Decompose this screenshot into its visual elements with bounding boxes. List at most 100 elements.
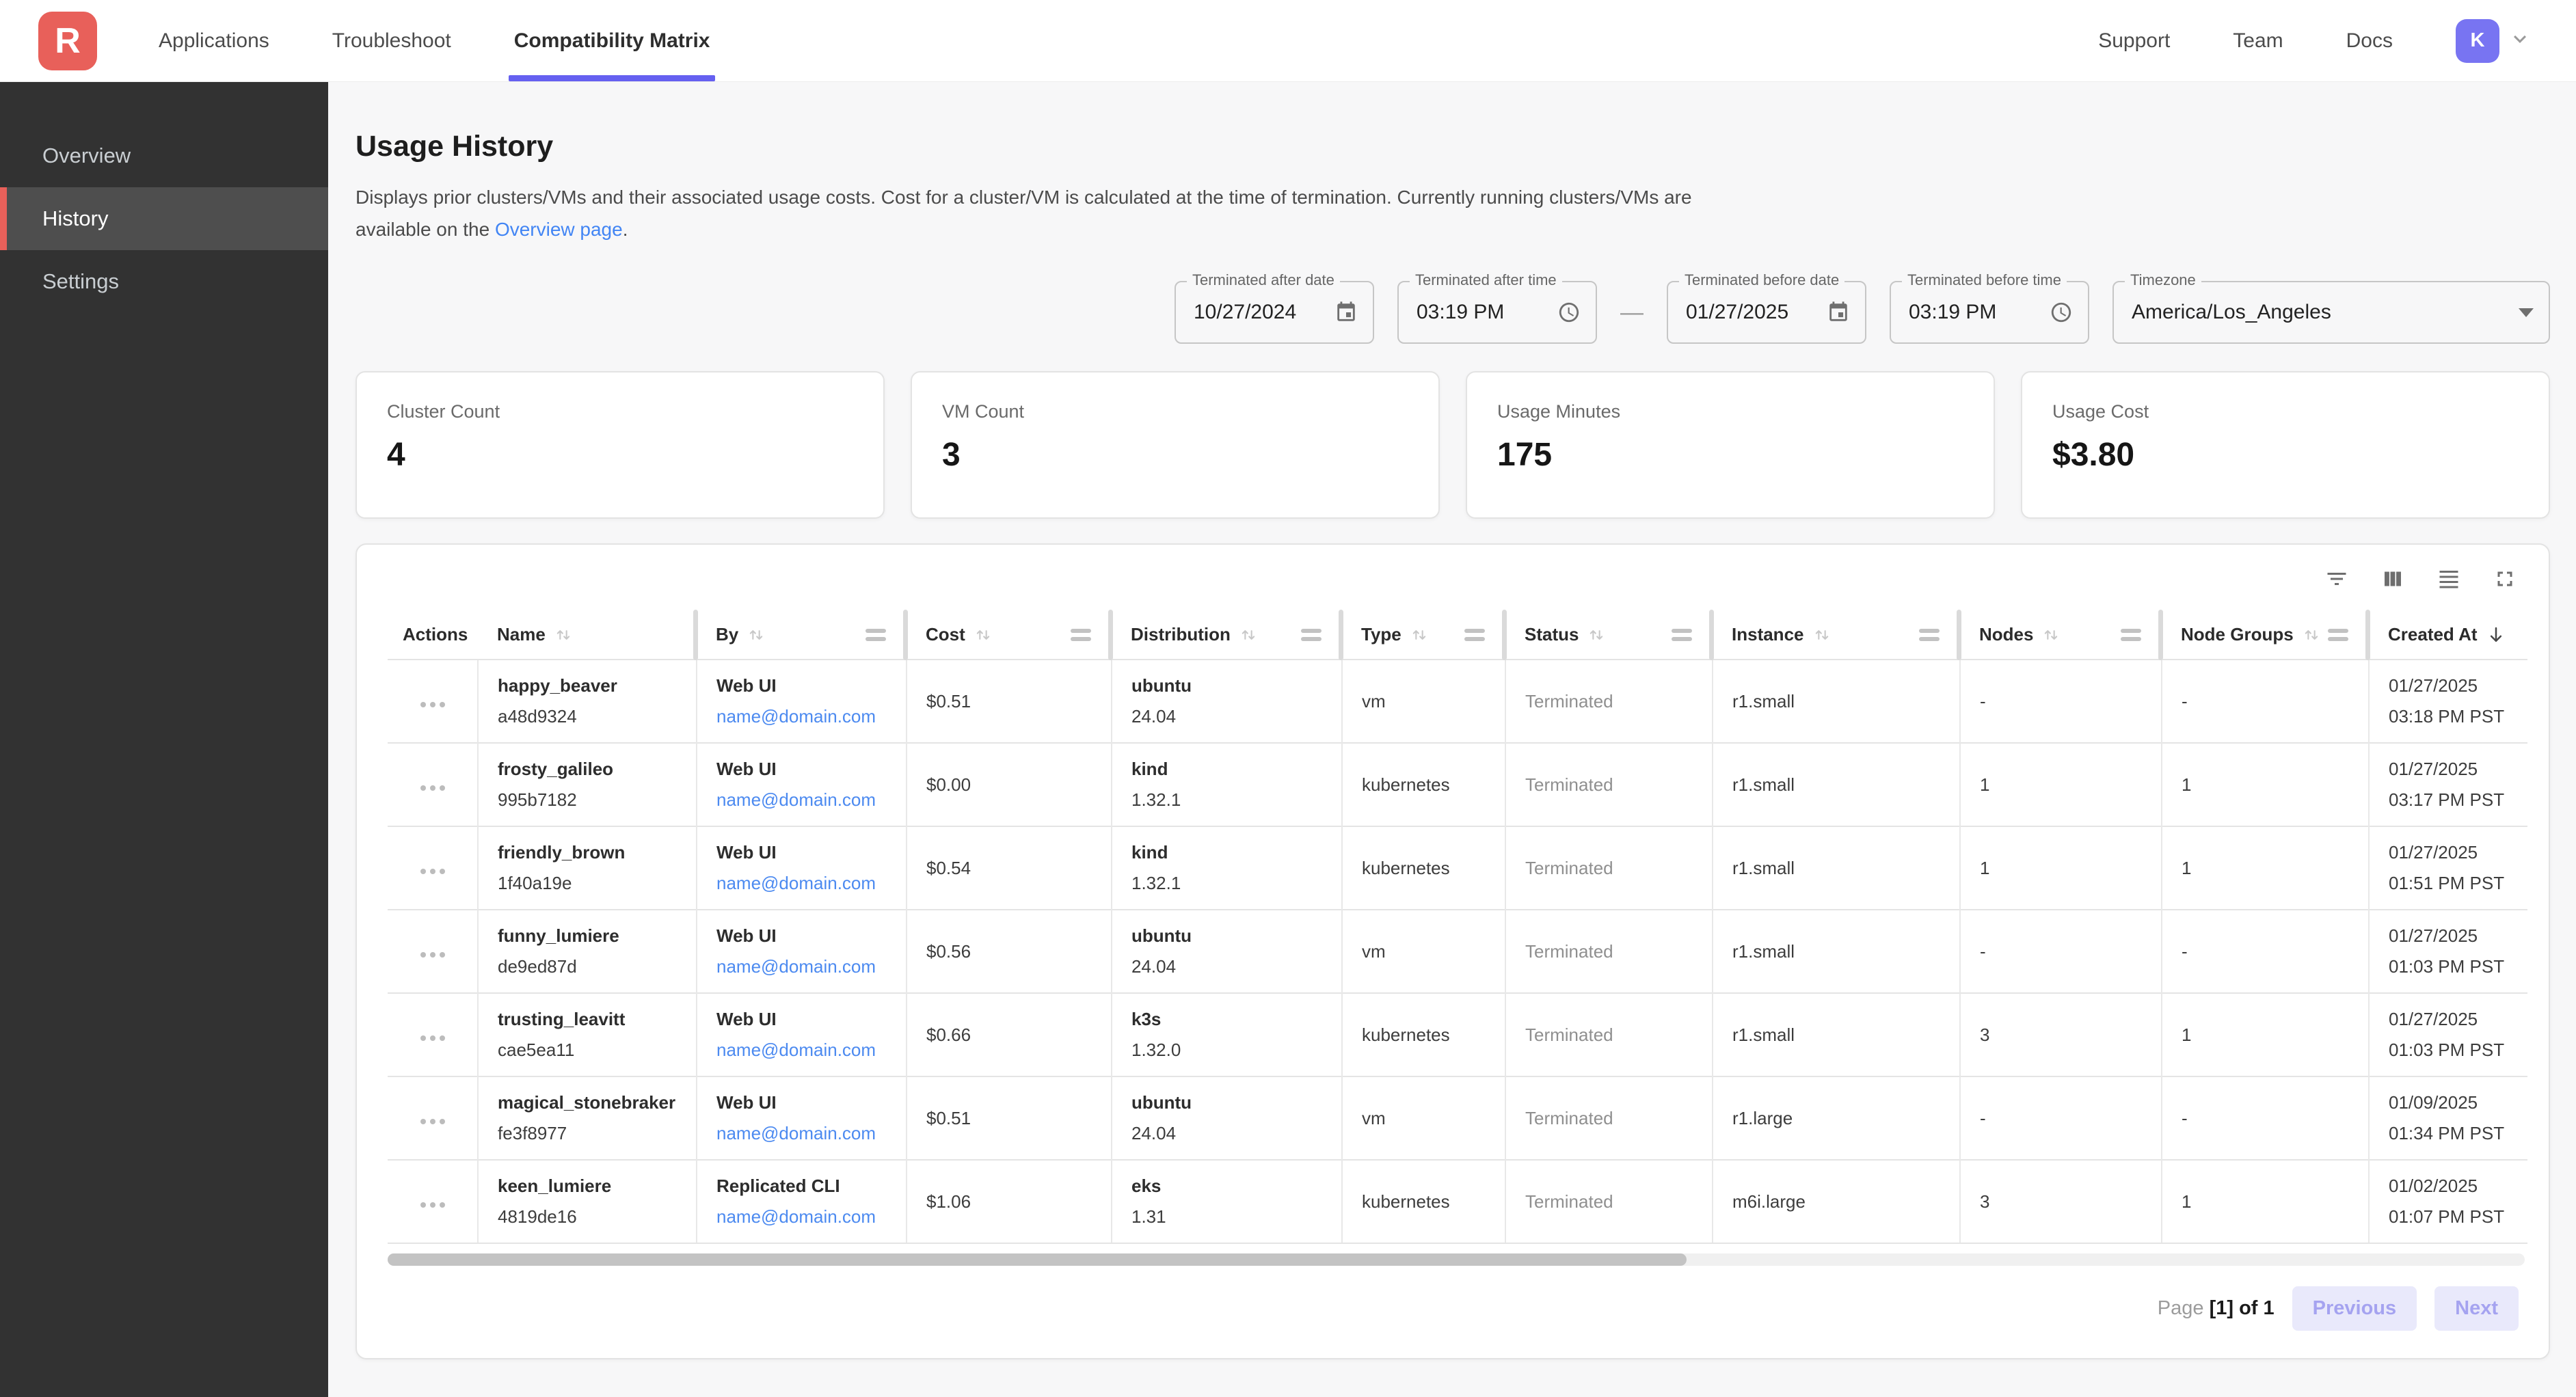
- cost-cell: $0.54: [907, 826, 1112, 910]
- name-cell: keen_lumiere 4819de16: [478, 1160, 697, 1243]
- row-actions-menu-icon[interactable]: [420, 1119, 445, 1124]
- table-row: keen_lumiere 4819de16 Replicated CLI nam…: [388, 1160, 2527, 1243]
- instance-cell: r1.small: [1713, 993, 1960, 1076]
- cost-cell: $0.51: [907, 1076, 1112, 1160]
- distribution-version: 1.32.1: [1131, 789, 1341, 811]
- next-page-button[interactable]: Next: [2434, 1286, 2519, 1331]
- created-at-cell: 01/27/2025 03:17 PM PST: [2369, 743, 2527, 826]
- row-actions-menu-icon[interactable]: [420, 869, 445, 874]
- column-resize-handle[interactable]: [1464, 629, 1485, 641]
- sidebar-item-overview[interactable]: Overview: [0, 124, 328, 187]
- table-row: frosty_galileo 995b7182 Web UI name@doma…: [388, 743, 2527, 826]
- field-label: Terminated after time: [1410, 271, 1562, 289]
- terminated-after-time-field[interactable]: Terminated after time 03:19 PM: [1397, 281, 1597, 344]
- column-divider: [693, 610, 698, 660]
- nodes-cell: -: [1960, 1076, 2162, 1160]
- created-by-email-link[interactable]: name@domain.com: [716, 1123, 906, 1144]
- columns-icon[interactable]: [2380, 567, 2405, 591]
- density-icon[interactable]: [2437, 567, 2461, 591]
- field-value: 03:19 PM: [1909, 301, 1996, 324]
- by-cell: Web UI name@domain.com: [697, 660, 907, 743]
- terminated-before-time-field[interactable]: Terminated before time 03:19 PM: [1890, 281, 2089, 344]
- sort-icon: [1587, 625, 1606, 645]
- clock-icon[interactable]: [2050, 301, 2073, 324]
- created-by-email-link[interactable]: name@domain.com: [716, 1206, 906, 1228]
- distribution-name: ubuntu: [1131, 1092, 1341, 1113]
- column-resize-handle[interactable]: [1301, 629, 1321, 641]
- primary-nav: Applications Troubleshoot Compatibility …: [159, 0, 710, 81]
- nav-item-label: Compatibility Matrix: [514, 29, 710, 53]
- distribution-version: 24.04: [1131, 706, 1341, 727]
- nav-item-applications[interactable]: Applications: [159, 0, 269, 81]
- created-by-source: Web UI: [716, 759, 906, 780]
- usage-history-table: Actions Name By: [388, 610, 2527, 1244]
- distribution-cell: ubuntu 24.04: [1112, 660, 1342, 743]
- previous-page-button[interactable]: Previous: [2292, 1286, 2417, 1331]
- row-actions-menu-icon[interactable]: [420, 702, 445, 707]
- timezone-select[interactable]: Timezone America/Los_Angeles: [2112, 281, 2550, 344]
- created-time: 01:34 PM PST: [2389, 1123, 2527, 1144]
- top-nav: R Applications Troubleshoot Compatibilit…: [0, 0, 2576, 82]
- nav-item-team[interactable]: Team: [2233, 29, 2283, 53]
- created-by-email-link[interactable]: name@domain.com: [716, 1040, 906, 1061]
- nav-item-support[interactable]: Support: [2098, 29, 2170, 53]
- active-tab-underline: [509, 75, 716, 81]
- calendar-icon[interactable]: [1334, 301, 1358, 324]
- column-header-created-at[interactable]: Created At: [2369, 610, 2527, 660]
- column-divider: [1108, 610, 1113, 660]
- fullscreen-icon[interactable]: [2493, 567, 2517, 591]
- page-description: Displays prior clusters/VMs and their as…: [355, 181, 1699, 245]
- nav-item-docs[interactable]: Docs: [2346, 29, 2393, 53]
- created-date: 01/27/2025: [2389, 842, 2527, 863]
- status-cell: Terminated: [1505, 1076, 1713, 1160]
- created-time: 01:51 PM PST: [2389, 873, 2527, 894]
- avatar[interactable]: K: [2456, 19, 2499, 63]
- account-menu[interactable]: K: [2456, 19, 2532, 63]
- filter-icon[interactable]: [2324, 567, 2349, 591]
- nav-item-troubleshoot[interactable]: Troubleshoot: [332, 0, 451, 81]
- column-resize-handle[interactable]: [1672, 629, 1692, 641]
- column-resize-handle[interactable]: [1071, 629, 1091, 641]
- sort-icon: [747, 625, 766, 645]
- calendar-icon[interactable]: [1827, 301, 1850, 324]
- terminated-before-date-field[interactable]: Terminated before date 01/27/2025: [1667, 281, 1866, 344]
- created-time: 03:17 PM PST: [2389, 789, 2527, 811]
- name-cell: frosty_galileo 995b7182: [478, 743, 697, 826]
- created-by-email-link[interactable]: name@domain.com: [716, 706, 906, 727]
- column-resize-handle[interactable]: [2121, 629, 2141, 641]
- page-title: Usage History: [355, 130, 2550, 163]
- row-actions-menu-icon[interactable]: [420, 1035, 445, 1041]
- horizontal-scrollbar-thumb[interactable]: [388, 1253, 1687, 1266]
- name-cell: funny_lumiere de9ed87d: [478, 910, 697, 993]
- field-value: 01/27/2025: [1686, 301, 1788, 324]
- cluster-name: happy_beaver: [498, 675, 696, 696]
- overview-page-link[interactable]: Overview page: [495, 219, 623, 240]
- chevron-down-icon[interactable]: [2508, 27, 2532, 55]
- by-cell: Web UI name@domain.com: [697, 826, 907, 910]
- nodes-cell: -: [1960, 910, 2162, 993]
- created-by-email-link[interactable]: name@domain.com: [716, 873, 906, 894]
- created-by-email-link[interactable]: name@domain.com: [716, 956, 906, 977]
- created-by-source: Web UI: [716, 1092, 906, 1113]
- column-resize-handle[interactable]: [866, 629, 886, 641]
- node-groups-cell: 1: [2162, 1160, 2369, 1243]
- row-actions-menu-icon[interactable]: [420, 952, 445, 958]
- replicated-logo[interactable]: R: [38, 12, 97, 70]
- created-by-source: Web UI: [716, 842, 906, 863]
- column-resize-handle[interactable]: [2328, 629, 2348, 641]
- column-resize-handle[interactable]: [1919, 629, 1940, 641]
- column-header-name[interactable]: Name: [478, 610, 697, 660]
- cluster-id: 1f40a19e: [498, 873, 696, 894]
- sidebar-item-history[interactable]: History: [0, 187, 328, 250]
- column-divider: [2158, 610, 2163, 660]
- sidebar-item-settings[interactable]: Settings: [0, 250, 328, 313]
- nav-item-compatibility-matrix[interactable]: Compatibility Matrix: [514, 0, 710, 81]
- row-actions-menu-icon[interactable]: [420, 785, 445, 791]
- table-body: happy_beaver a48d9324 Web UI name@domain…: [388, 660, 2527, 1243]
- terminated-after-date-field[interactable]: Terminated after date 10/27/2024: [1175, 281, 1374, 344]
- row-actions-menu-icon[interactable]: [420, 1202, 445, 1208]
- clock-icon[interactable]: [1557, 301, 1581, 324]
- distribution-name: eks: [1131, 1176, 1341, 1197]
- status-cell: Terminated: [1505, 743, 1713, 826]
- created-by-email-link[interactable]: name@domain.com: [716, 789, 906, 811]
